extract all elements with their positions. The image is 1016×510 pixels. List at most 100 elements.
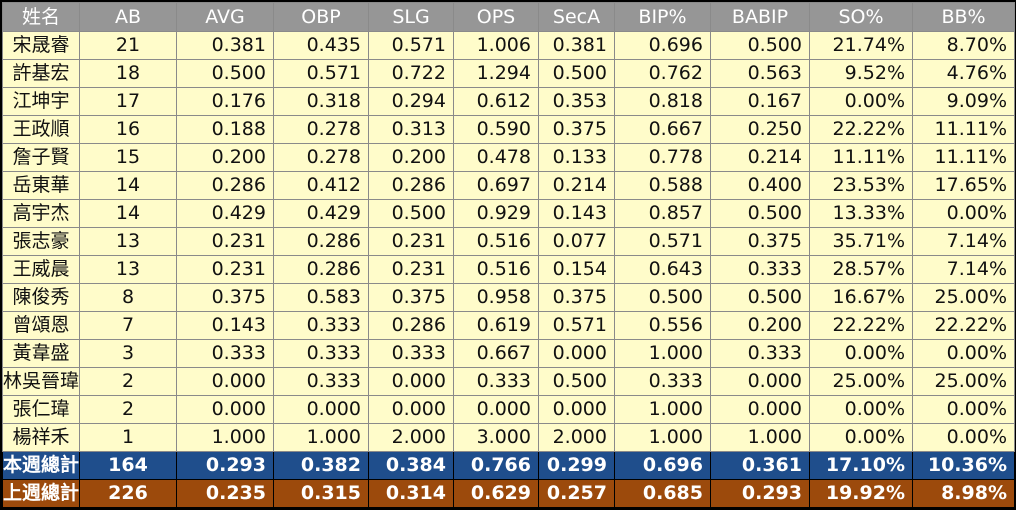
stat-cell: 0.00% [912,199,1015,228]
stat-cell: 1.000 [614,339,711,368]
total-stat-cell: 0.382 [273,451,369,480]
total-stat-cell: 0.293 [176,451,274,480]
stat-cell: 9.52% [809,59,913,88]
table-row: 江坤宇 17 0.176 0.318 0.294 0.612 0.353 0.818 0.167… [2,87,1015,116]
stat-cell: 0.583 [273,283,369,312]
stat-cell: 0.154 [538,255,615,284]
stat-cell: 13 [79,227,177,256]
stat-cell: 0.429 [273,199,369,228]
stat-cell: 1 [79,423,177,452]
table-row: 陳俊秀 8 0.375 0.583 0.375 0.958 0.375 0.500 0.500 1… [2,283,1015,312]
total-stat-cell: 0.361 [710,451,810,480]
stat-cell: 0.500 [710,199,810,228]
stat-cell: 0.375 [538,115,615,144]
stat-cell: 0.563 [710,59,810,88]
this-week-total-row: 本週總計 164 0.293 0.382 0.384 0.766 0.299 0.696 0.3… [2,451,1015,480]
stat-cell: 0.00% [912,395,1015,424]
player-name-cell: 王政順 [2,115,80,144]
stat-cell: 0.381 [176,31,274,60]
header-row: 姓名 AB AVG OBP SLG OPS SecA BIP% BABIP SO% BB% [2,2,1015,32]
stat-cell: 0.696 [614,31,711,60]
stat-cell: 2 [79,367,177,396]
stat-cell: 3.000 [453,423,539,452]
stat-cell: 0.400 [710,171,810,200]
stat-cell: 0.176 [176,87,274,116]
table-row: 黃韋盛 3 0.333 0.333 0.333 0.667 0.000 1.000 0.333 0… [2,339,1015,368]
stat-cell: 0.722 [368,59,454,88]
stat-cell: 0.590 [453,115,539,144]
player-name-cell: 江坤宇 [2,87,80,116]
stat-cell: 25.00% [809,367,913,396]
stat-cell: 0.286 [273,255,369,284]
stat-cell: 0.133 [538,143,615,172]
stat-cell: 11.11% [912,115,1015,144]
total-stat-cell: 0.293 [710,479,810,508]
stat-cell: 0.643 [614,255,711,284]
stat-cell: 0.375 [368,283,454,312]
total-stat-cell: 0.696 [614,451,711,480]
stat-cell: 17.65% [912,171,1015,200]
stat-cell: 0.318 [273,87,369,116]
stat-cell: 0.200 [368,143,454,172]
stat-cell: 0.500 [368,199,454,228]
stat-cell: 16.67% [809,283,913,312]
stat-cell: 0.214 [538,171,615,200]
stat-cell: 0.333 [273,311,369,340]
stat-cell: 0.500 [710,283,810,312]
stat-cell: 0.435 [273,31,369,60]
table-body: 宋晟睿 21 0.381 0.435 0.571 1.006 0.381 0.696 0.500… [2,31,1015,508]
stat-cell: 0.333 [176,339,274,368]
stat-cell: 0.00% [912,423,1015,452]
header-slg: SLG [368,2,454,32]
stat-cell: 13 [79,255,177,284]
stat-cell: 0.231 [176,255,274,284]
stat-cell: 0.000 [368,395,454,424]
stat-cell: 0.00% [809,339,913,368]
stat-cell: 0.000 [273,395,369,424]
stat-cell: 0.333 [710,255,810,284]
total-label-cell: 本週總計 [2,451,80,480]
stat-cell: 0.200 [710,311,810,340]
stat-cell: 0.857 [614,199,711,228]
table-row: 張志豪 13 0.231 0.286 0.231 0.516 0.077 0.571 0.375… [2,227,1015,256]
stat-cell: 0.612 [453,87,539,116]
player-name-cell: 許基宏 [2,59,80,88]
stat-cell: 0.571 [273,59,369,88]
stat-cell: 0.00% [809,87,913,116]
stat-cell: 0.00% [809,395,913,424]
stat-cell: 11.11% [809,143,913,172]
stat-cell: 1.000 [273,423,369,452]
header-avg: AVG [176,2,274,32]
total-stat-cell: 0.235 [176,479,274,508]
total-stat-cell: 0.299 [538,451,615,480]
stat-cell: 18 [79,59,177,88]
stat-cell: 11.11% [912,143,1015,172]
stat-cell: 0.188 [176,115,274,144]
stat-cell: 0.000 [368,367,454,396]
stat-cell: 0.214 [710,143,810,172]
total-stat-cell: 0.384 [368,451,454,480]
stat-cell: 0.278 [273,143,369,172]
player-name-cell: 高宇杰 [2,199,80,228]
stat-cell: 9.09% [912,87,1015,116]
total-stat-cell: 8.98% [912,479,1015,508]
stat-cell: 0.200 [176,143,274,172]
stat-cell: 15 [79,143,177,172]
stat-cell: 2.000 [538,423,615,452]
header-babip: BABIP [710,2,810,32]
table-row: 宋晟睿 21 0.381 0.435 0.571 1.006 0.381 0.696 0.500… [2,31,1015,60]
total-label-cell: 上週總計 [2,479,80,508]
stat-cell: 0.516 [453,255,539,284]
header-so-pct: SO% [809,2,913,32]
stat-cell: 21 [79,31,177,60]
stat-cell: 0.588 [614,171,711,200]
header-ops: OPS [453,2,539,32]
stat-cell: 13.33% [809,199,913,228]
stat-cell: 25.00% [912,367,1015,396]
total-stat-cell: 0.315 [273,479,369,508]
stat-cell: 0.375 [176,283,274,312]
stat-cell: 0.286 [176,171,274,200]
stat-cell: 0.929 [453,199,539,228]
table-row: 楊祥禾 1 1.000 1.000 2.000 3.000 2.000 1.000 1.000 0… [2,423,1015,452]
stat-cell: 0.167 [710,87,810,116]
